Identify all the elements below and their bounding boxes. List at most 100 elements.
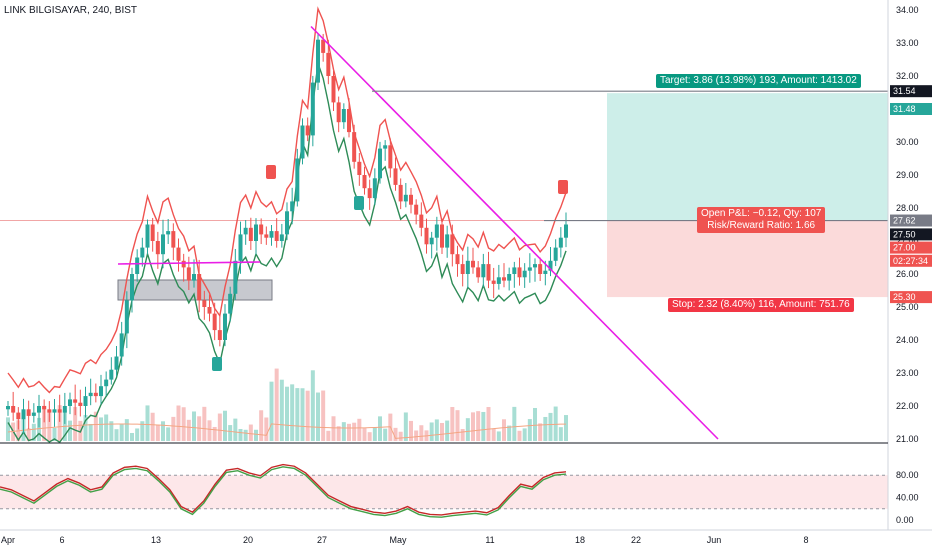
buy-signal-icon: [354, 196, 364, 210]
target-label[interactable]: Target: 3.86 (13.98%) 193, Amount: 1413.…: [656, 74, 861, 88]
volume-bar: [233, 418, 238, 441]
candles: [6, 33, 568, 434]
volume-bar: [517, 430, 522, 441]
candle-body: [26, 409, 31, 416]
candle-body: [460, 264, 465, 274]
volume-bar: [362, 428, 367, 441]
volume-bar: [326, 430, 331, 441]
candle-body: [440, 224, 444, 248]
candle-body: [6, 406, 10, 410]
candle-body: [78, 402, 83, 406]
stop-zone: [607, 220, 888, 298]
volume-bar: [445, 420, 450, 441]
volume-bar: [460, 429, 465, 441]
candle-body: [336, 102, 341, 123]
volume-bar: [512, 406, 517, 441]
candle-body: [517, 267, 522, 278]
volume-bar: [507, 425, 512, 441]
open-pnl-text: Open P&L: −0.12, Qty: 107: [701, 208, 822, 219]
buy-signal-icon: [212, 357, 222, 371]
candle-body: [269, 231, 274, 238]
time-tick-label: 22: [631, 535, 641, 545]
candle-body: [471, 260, 475, 268]
volume-bar: [533, 407, 537, 441]
volume-bar: [290, 384, 295, 441]
price-tick-label: 21.00: [896, 434, 919, 444]
oscillator-band: [0, 475, 888, 509]
candle-body: [140, 247, 145, 258]
time-tick-label: 27: [317, 535, 327, 545]
candle-body: [548, 260, 553, 271]
volume-bar: [414, 430, 419, 441]
price-tick-label: 29.00: [896, 170, 919, 180]
candle-body: [398, 184, 403, 202]
time-tick-label: 11: [485, 535, 494, 545]
volume-bar: [419, 425, 424, 441]
candle-body: [527, 267, 532, 271]
candle-body: [538, 264, 543, 274]
candle-body: [37, 406, 41, 413]
candle-body: [393, 168, 398, 185]
stop-label[interactable]: Stop: 2.32 (8.40%) 116, Amount: 751.76: [668, 298, 854, 312]
volume-bar: [367, 432, 372, 441]
volume-bar: [316, 392, 320, 441]
volume-bar: [279, 379, 284, 441]
open-pnl-label[interactable]: Open P&L: −0.12, Qty: 107 Risk/Reward Ra…: [697, 207, 826, 233]
volume-bar: [527, 419, 532, 441]
osc-tick-label: 0.00: [896, 515, 914, 525]
volume-bar: [295, 388, 300, 441]
volume-bar: [155, 425, 160, 441]
osc-main-line: [0, 466, 567, 518]
candle-body: [57, 409, 62, 413]
drawings[interactable]: [117, 25, 888, 440]
candle-body: [434, 224, 439, 238]
candle-body: [367, 188, 372, 199]
candle-body: [290, 201, 295, 212]
symbol-title: LINK BILGISAYAR, 240, BIST: [4, 5, 138, 16]
price-tick-label: 24.00: [896, 335, 919, 345]
candle-body: [197, 274, 202, 301]
candle-body: [481, 264, 486, 278]
volume-bar: [398, 431, 403, 441]
volume-bar: [109, 421, 114, 441]
volume-bar: [372, 427, 377, 441]
candle-body: [109, 369, 114, 380]
volume-bar: [212, 426, 217, 441]
volume-bar: [564, 415, 568, 441]
price-tick-label: 27.00: [896, 236, 919, 246]
candle-body: [300, 125, 305, 159]
volume-bar: [248, 424, 253, 441]
volume-bar: [217, 413, 222, 441]
volume-bar: [331, 416, 336, 441]
candle-body: [372, 178, 377, 199]
candle-body: [248, 227, 253, 241]
candle-body: [135, 257, 140, 274]
candle-body: [486, 264, 491, 281]
price-tag-text: 27.00: [893, 243, 916, 253]
price-tag-text: 31.54: [893, 86, 916, 96]
volume-bar: [269, 381, 274, 441]
candle-body: [429, 237, 434, 245]
volume-bar: [192, 411, 196, 441]
volume-bar: [130, 432, 134, 441]
candle-body: [341, 109, 346, 123]
volume-bar: [161, 421, 165, 441]
time-tick-label: Jun: [707, 535, 722, 545]
volume-bar: [378, 416, 382, 441]
candle-body: [47, 409, 52, 413]
volume-bar: [347, 423, 351, 441]
volume-bar: [202, 406, 207, 441]
volume-bar: [393, 427, 398, 441]
candle-body: [543, 270, 548, 274]
volume-bar: [73, 407, 78, 441]
volume-bar: [341, 422, 346, 441]
volume-bar: [68, 420, 72, 441]
candle-body: [512, 267, 517, 274]
volume-bar: [140, 421, 145, 441]
candle-body: [171, 231, 176, 248]
volume-bar: [150, 412, 155, 441]
candle-body: [331, 76, 336, 103]
candle-body: [192, 274, 196, 281]
